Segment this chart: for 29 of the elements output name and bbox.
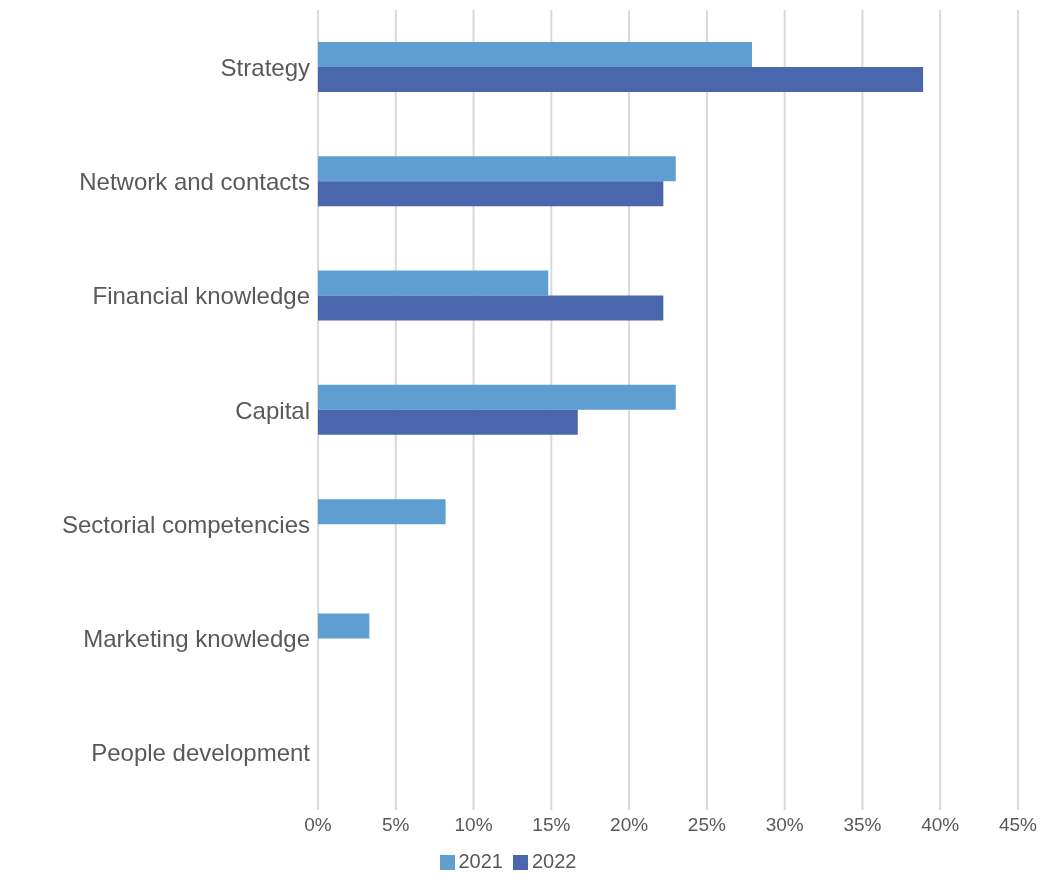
x-tick-label: 15%: [532, 814, 571, 836]
y-tick-label: Financial knowledge: [92, 282, 310, 310]
legend-label: 2022: [532, 850, 577, 872]
y-tick-label: Sectorial competencies: [61, 510, 310, 538]
bar: [318, 613, 370, 639]
y-tick-label: People development: [91, 739, 311, 767]
x-tick-label: 45%: [998, 814, 1038, 836]
y-tick-label: Network and contacts: [79, 167, 310, 195]
bar: [318, 67, 924, 92]
y-tick-label: Strategy: [220, 53, 310, 81]
x-tick-label: 5%: [382, 814, 410, 836]
y-tick-label: Marketing knowledge: [83, 625, 310, 653]
bar: [318, 156, 676, 182]
bar: [318, 384, 676, 410]
bar: [318, 270, 549, 296]
bar: [318, 295, 664, 321]
y-tick-label: Capital: [235, 396, 310, 424]
bar: [318, 181, 664, 207]
bar: [318, 499, 446, 525]
x-tick-label: 20%: [610, 814, 649, 836]
legend-label: 2021: [458, 850, 503, 872]
x-tick-label: 10%: [454, 814, 493, 836]
bar: [318, 409, 578, 435]
x-tick-label: 25%: [687, 814, 727, 836]
x-tick-label: 30%: [765, 814, 804, 836]
x-tick-label: 35%: [843, 814, 882, 836]
x-tick-label: 40%: [921, 814, 960, 836]
bar: [318, 42, 752, 67]
x-tick-label: 0%: [304, 814, 332, 836]
